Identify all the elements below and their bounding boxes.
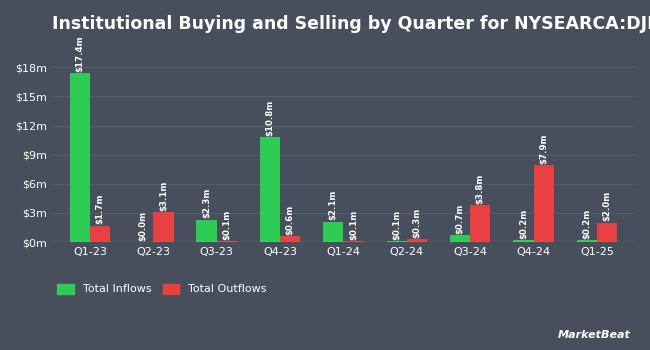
Bar [260, 137, 280, 242]
Text: $3.1m: $3.1m [159, 180, 168, 211]
Text: $0.0m: $0.0m [138, 211, 148, 241]
Bar [577, 240, 597, 242]
Bar [153, 212, 174, 242]
Text: $0.1m: $0.1m [349, 210, 358, 240]
Text: $0.1m: $0.1m [222, 210, 231, 240]
Text: Institutional Buying and Selling by Quarter for NYSEARCA:DJP: Institutional Buying and Selling by Quar… [52, 15, 650, 33]
Text: $0.6m: $0.6m [286, 205, 294, 235]
Bar [514, 240, 534, 242]
Bar [196, 220, 216, 242]
Bar [597, 223, 618, 242]
Text: $2.0m: $2.0m [603, 191, 612, 221]
Text: $0.2m: $0.2m [582, 209, 592, 239]
Bar [343, 241, 364, 242]
Text: $0.7m: $0.7m [456, 203, 465, 234]
Bar [407, 239, 427, 242]
Bar [387, 241, 407, 242]
Text: $7.9m: $7.9m [540, 133, 548, 164]
Text: $17.4m: $17.4m [75, 35, 84, 71]
Bar [323, 222, 343, 242]
Text: $2.1m: $2.1m [329, 190, 338, 220]
Bar [70, 73, 90, 242]
Bar [280, 236, 300, 242]
Text: $1.7m: $1.7m [96, 194, 105, 224]
Text: $3.8m: $3.8m [476, 173, 485, 204]
Text: $0.3m: $0.3m [413, 208, 421, 238]
Bar [450, 235, 470, 242]
Text: MarketBeat: MarketBeat [558, 329, 630, 340]
Bar [534, 165, 554, 242]
Text: $2.3m: $2.3m [202, 188, 211, 218]
Text: $10.8m: $10.8m [265, 99, 274, 136]
Bar [470, 205, 491, 242]
Text: $0.1m: $0.1m [392, 210, 401, 240]
Bar [90, 226, 110, 242]
Legend: Total Inflows, Total Outflows: Total Inflows, Total Outflows [57, 284, 266, 294]
Bar [216, 241, 237, 242]
Text: $0.2m: $0.2m [519, 209, 528, 239]
